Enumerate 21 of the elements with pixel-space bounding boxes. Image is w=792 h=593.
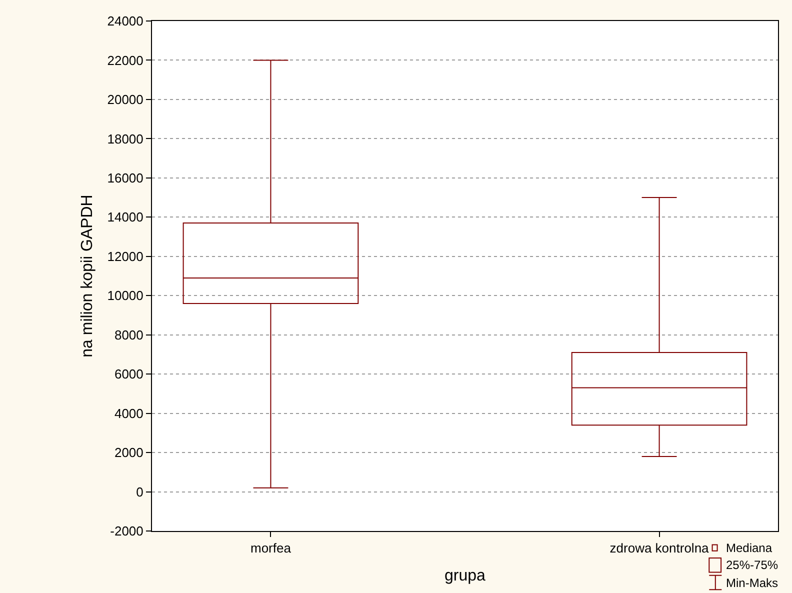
x-tick-label: zdrowa kontrolna	[610, 540, 710, 556]
y-tick-label: 20000	[107, 92, 144, 108]
y-tick-label: 2000	[114, 445, 144, 460]
y-tick-label: 18000	[107, 131, 144, 146]
y-tick-label: 10000	[107, 288, 144, 304]
y-tick-label: 0	[136, 484, 144, 500]
x-axis-title: grupa	[444, 567, 486, 584]
text: Mediana	[726, 541, 772, 555]
text: 25%-75%	[726, 558, 778, 572]
y-tick-label: 4000	[114, 406, 144, 421]
y-tick-label: 22000	[107, 52, 144, 68]
y-tick-label: 14000	[107, 210, 144, 225]
y-tick-label: -2000	[110, 524, 144, 539]
text: Min-Maks	[726, 576, 778, 590]
y-tick-label: 16000	[107, 170, 144, 186]
y-tick-label: 8000	[114, 327, 144, 342]
y-tick-label: 6000	[114, 366, 144, 382]
y-tick-label: 24000	[107, 14, 144, 29]
y-axis-title: na milion kopii GAPDH	[79, 194, 96, 358]
x-tick-label: morfea	[250, 540, 292, 556]
y-tick-label: 12000	[107, 248, 144, 264]
